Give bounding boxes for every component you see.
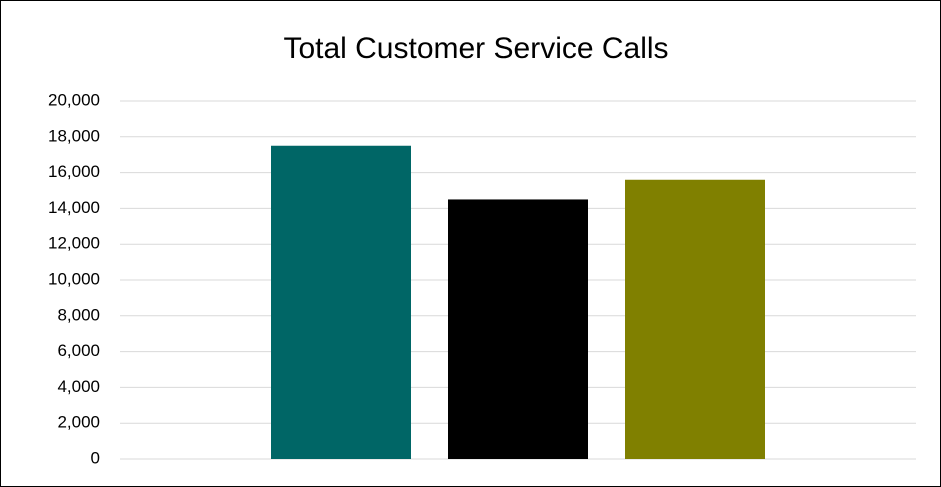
chart-title: Total Customer Service Calls — [283, 32, 668, 65]
bar — [448, 199, 588, 459]
y-tick-label: 2,000 — [57, 413, 100, 432]
y-tick-label: 8,000 — [57, 305, 100, 324]
y-tick-label: 14,000 — [48, 198, 100, 217]
y-tick-label: 0 — [91, 448, 100, 467]
y-tick-label: 18,000 — [48, 126, 100, 145]
y-tick-label: 12,000 — [48, 234, 100, 253]
y-tick-label: 20,000 — [48, 90, 100, 109]
bar — [625, 179, 765, 459]
y-tick-label: 6,000 — [57, 341, 100, 360]
y-tick-label: 16,000 — [48, 162, 100, 181]
bar — [271, 145, 411, 459]
y-tick-label: 10,000 — [48, 269, 100, 288]
y-tick-label: 4,000 — [57, 377, 100, 396]
